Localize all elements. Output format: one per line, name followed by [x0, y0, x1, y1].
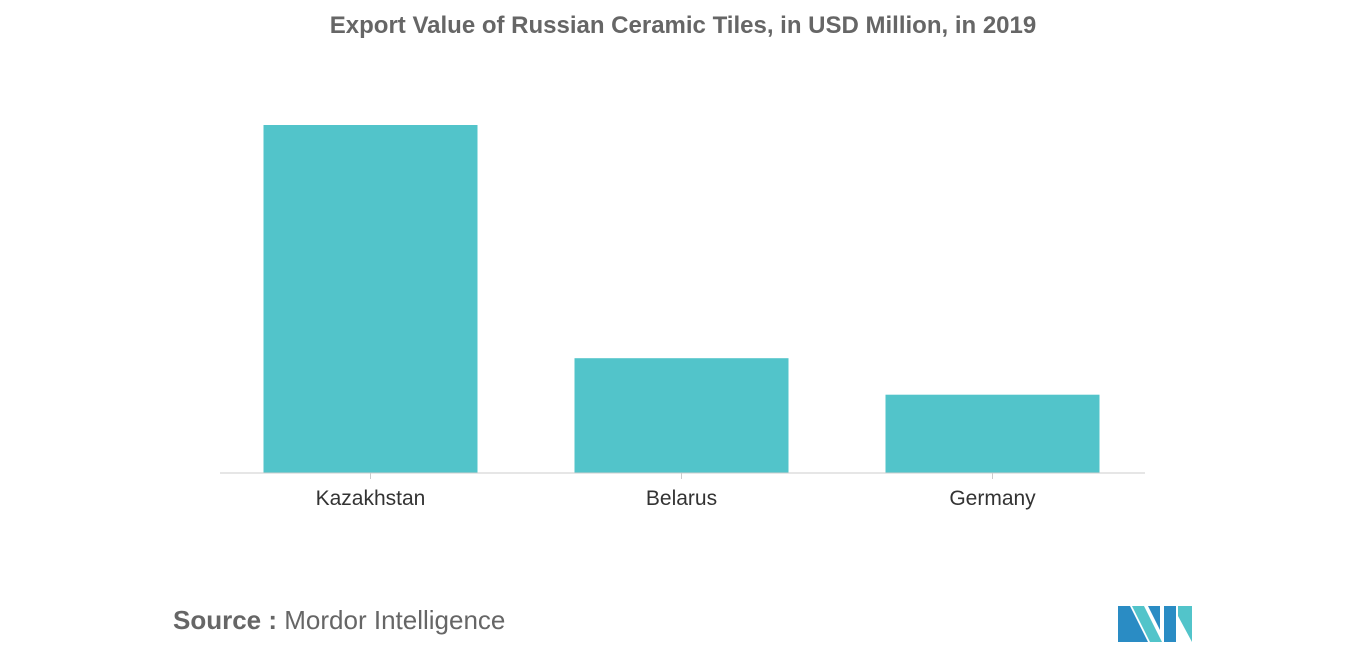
mordor-intelligence-logo-icon [1118, 606, 1192, 642]
x-tick-label-germany: Germany [949, 487, 1036, 510]
bar-kazakhstan [263, 125, 478, 473]
chart-title: Export Value of Russian Ceramic Tiles, i… [329, 12, 1037, 39]
source-text: Mordor Intelligence [284, 605, 506, 635]
source-note: Source : Mordor Intelligence [173, 605, 505, 636]
x-tick-label-kazakhstan: Kazakhstan [316, 487, 426, 510]
bar-chart: Kazakhstan Belarus Germany [220, 125, 1145, 510]
bar-germany [885, 394, 1100, 473]
bar-belarus [574, 358, 789, 473]
labels-layer: Kazakhstan Belarus Germany [316, 487, 1037, 510]
bars-layer [263, 125, 1100, 473]
ticks-layer [370, 473, 993, 479]
x-tick-label-belarus: Belarus [646, 487, 717, 510]
source-label: Source : [173, 605, 278, 635]
